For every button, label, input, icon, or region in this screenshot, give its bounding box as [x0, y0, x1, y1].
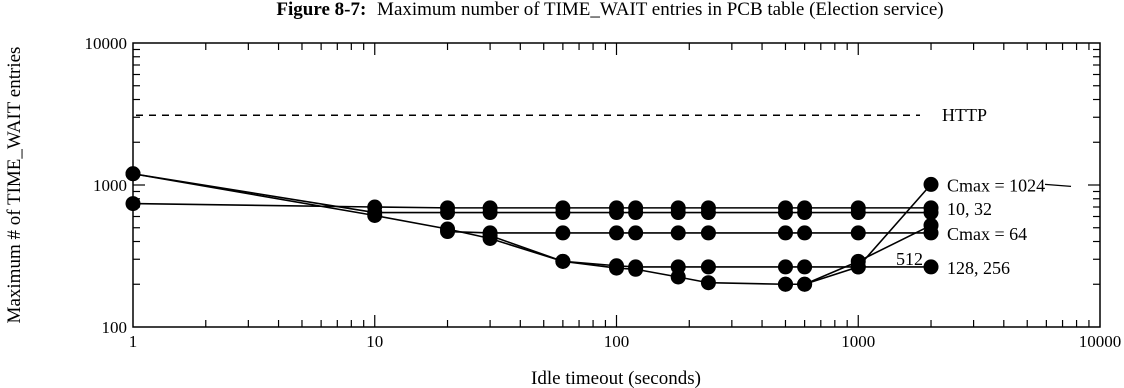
data-point — [923, 176, 939, 192]
series-label-leader — [1044, 183, 1072, 187]
x-tick-label: 1 — [129, 332, 138, 351]
data-point — [777, 276, 793, 292]
data-point — [700, 205, 716, 221]
x-tick-label: 10000 — [1079, 332, 1122, 351]
data-point — [367, 205, 383, 221]
data-point — [628, 225, 644, 241]
data-point — [850, 253, 866, 269]
series-label: 512 — [896, 249, 923, 269]
chart-title-number: Figure 8-7: — [276, 0, 366, 20]
data-point — [923, 259, 939, 275]
data-point — [777, 259, 793, 275]
data-point — [609, 205, 624, 221]
series-label: Cmax = 1024 — [947, 175, 1045, 195]
series-label: Cmax = 64 — [947, 224, 1027, 244]
series-labels: Cmax = 1024 10, 32 Cmax = 64 128, 256 512 — [896, 175, 1072, 278]
data-point — [777, 205, 793, 221]
data-point — [777, 225, 793, 241]
data-point — [670, 205, 686, 221]
data-point — [609, 225, 624, 241]
tick-labels: 1 10 100 1000 10000 100 1000 10000 — [85, 34, 1122, 351]
series-line — [489, 234, 932, 268]
data-point — [670, 225, 686, 241]
data-point — [797, 276, 813, 292]
x-axis-label: Idle timeout (seconds) — [531, 368, 701, 388]
data-point — [125, 196, 141, 212]
chart-title: Figure 8-7: Maximum number of TIME_WAIT … — [276, 0, 943, 20]
data-point — [555, 225, 571, 241]
data-point — [700, 225, 716, 241]
series-line — [785, 224, 932, 286]
y-axis-label: Maximum # of TIME_WAIT entries — [4, 47, 25, 324]
x-tick-label: 1000 — [841, 332, 875, 351]
x-tick-label: 10 — [366, 332, 383, 351]
data-point — [797, 205, 813, 221]
data-point — [440, 224, 456, 240]
data-point — [700, 275, 716, 291]
data-point — [482, 205, 498, 221]
data-point — [125, 166, 141, 182]
data-point — [628, 205, 644, 221]
y-tick-label: 10000 — [85, 34, 128, 53]
data-point — [923, 217, 939, 233]
data-point — [609, 258, 624, 274]
data-point — [850, 225, 866, 241]
y-tick-label: 100 — [102, 318, 128, 337]
data-point — [797, 225, 813, 241]
data-point — [797, 259, 813, 275]
data-point — [923, 205, 939, 221]
data-point — [628, 259, 644, 275]
data-point — [482, 228, 498, 244]
data-point — [700, 259, 716, 275]
http-reference-label: HTTP — [942, 105, 987, 125]
series-label: 128, 256 — [947, 258, 1010, 278]
data-point — [850, 205, 866, 221]
series-label: 10, 32 — [947, 199, 992, 219]
data-point — [440, 205, 456, 221]
data-point — [670, 259, 686, 275]
series-points — [125, 166, 939, 292]
data-point — [555, 253, 571, 269]
y-tick-label: 1000 — [93, 176, 127, 195]
x-tick-label: 100 — [604, 332, 630, 351]
data-point — [555, 205, 571, 221]
chart-title-text: Maximum number of TIME_WAIT entries in P… — [377, 0, 944, 20]
